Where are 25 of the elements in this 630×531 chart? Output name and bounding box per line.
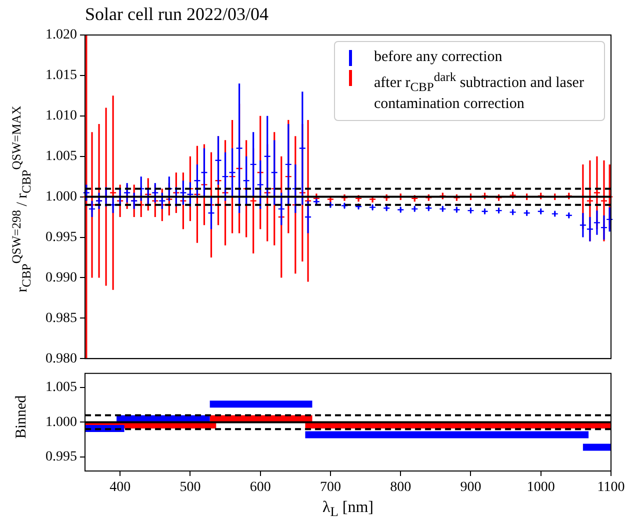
x-tick-label: 800 bbox=[390, 480, 412, 496]
y-tick-label: 1.015 bbox=[46, 68, 77, 84]
y-tick-label: 1.020 bbox=[46, 28, 77, 43]
y-tick-label: 0.980 bbox=[46, 351, 77, 366]
y-tick-label: 0.985 bbox=[46, 310, 77, 326]
y-tick-label: 1.005 bbox=[46, 380, 77, 396]
y-tick-label: 1.000 bbox=[46, 189, 77, 204]
x-axis-title: λ$_{L}$ [nm] bbox=[322, 499, 374, 520]
x-tick-label: 900 bbox=[460, 480, 482, 496]
x-tick-label: 400 bbox=[110, 480, 131, 496]
x-tick-label: 700 bbox=[320, 480, 341, 496]
chart-title: Solar cell run 2022/03/04 bbox=[85, 4, 268, 25]
y-axis-title: Binned bbox=[14, 395, 30, 439]
y-tick-label: 1.010 bbox=[46, 108, 77, 124]
y-tick-label: 0.995 bbox=[46, 230, 77, 245]
y-tick-label: 1.005 bbox=[46, 149, 77, 164]
x-tick-label: 1100 bbox=[597, 480, 625, 496]
y-tick-label: 0.995 bbox=[46, 450, 77, 465]
y-tick-label: 1.000 bbox=[46, 414, 77, 430]
y-tick-label: 0.990 bbox=[46, 270, 77, 286]
legend-label: before any correction bbox=[374, 49, 502, 66]
x-tick-label: 500 bbox=[180, 480, 201, 496]
legend-label: after r$_{CBP}$$^{dark}$ subtraction and laser contamination correction bbox=[374, 69, 585, 113]
x-tick-label: 600 bbox=[250, 480, 271, 496]
x-tick-label: 1000 bbox=[526, 480, 555, 496]
